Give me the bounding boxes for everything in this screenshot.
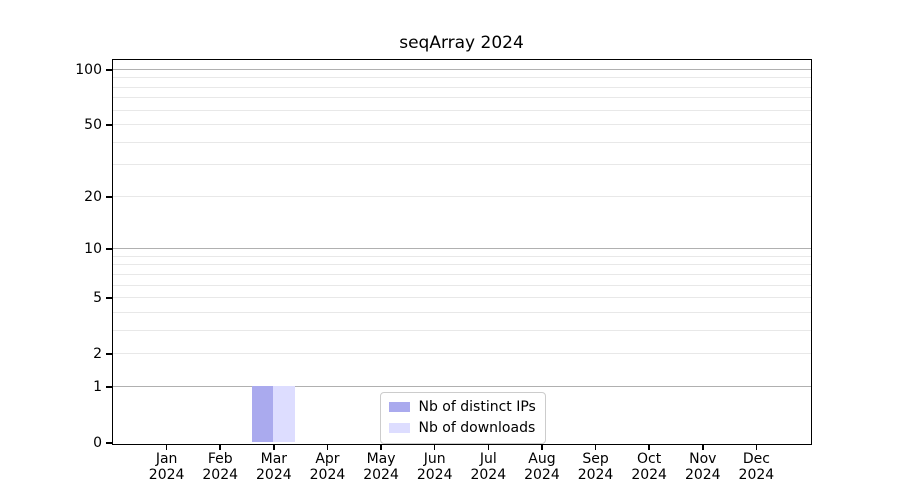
x-tick-mark <box>487 444 490 450</box>
minor-gridline <box>112 264 811 266</box>
y-tick-mark <box>106 69 112 71</box>
x-tick-label: Jan 2024 <box>137 451 197 483</box>
minor-gridline <box>112 77 811 79</box>
x-tick-month: Aug <box>528 451 556 467</box>
x-tick-mark <box>648 444 650 450</box>
x-tick-year: 2024 <box>470 467 507 483</box>
x-tick-year: 2024 <box>309 467 346 483</box>
legend-swatch-downloads <box>388 423 410 433</box>
x-tick-year: 2024 <box>631 467 667 483</box>
x-tick-label: Oct 2024 <box>619 451 679 483</box>
x-tick-mark <box>219 444 221 450</box>
minor-gridline <box>112 255 811 257</box>
minor-gridline <box>112 329 811 331</box>
minor-gridline <box>112 141 811 143</box>
x-tick-mark <box>326 444 329 450</box>
x-tick-month: Dec <box>742 451 770 467</box>
minor-gridline <box>112 195 811 197</box>
y-tick-mark <box>106 442 112 444</box>
x-tick-month: Sep <box>582 451 609 467</box>
x-tick-mark <box>541 444 543 450</box>
y-tick-mark <box>106 353 112 355</box>
y-tick-label: 1 <box>93 378 102 395</box>
y-tick-label: 5 <box>93 290 102 307</box>
x-tick-mark <box>594 444 597 450</box>
x-tick-year: 2024 <box>363 467 399 483</box>
minor-gridline <box>112 97 811 99</box>
legend: Nb of distinct IPs Nb of downloads <box>379 391 546 444</box>
x-tick-year: 2024 <box>256 467 292 483</box>
minor-gridline <box>112 311 811 313</box>
bar-distinct-ips <box>251 386 274 443</box>
minor-gridline <box>112 353 811 355</box>
x-tick-mark <box>273 444 275 450</box>
x-tick-mark <box>702 444 704 450</box>
x-tick-year: 2024 <box>416 467 453 483</box>
bar-downloads <box>273 386 295 443</box>
x-tick-label: Feb 2024 <box>190 451 250 483</box>
x-tick-label: Jul 2024 <box>458 451 518 483</box>
x-tick-month: Oct <box>637 451 662 467</box>
x-tick-month: Apr <box>315 451 340 467</box>
plot-area: Nb of distinct IPs Nb of downloads <box>111 58 812 445</box>
minor-gridline <box>112 124 811 126</box>
x-tick-label: Jun 2024 <box>405 451 465 483</box>
y-tick-label: 20 <box>84 188 102 205</box>
legend-label-distinct-ips: Nb of distinct IPs <box>418 399 536 415</box>
chart-title: seqArray 2024 <box>399 33 524 53</box>
x-tick-month: Jun <box>423 451 446 467</box>
x-tick-label: Apr 2024 <box>297 451 357 483</box>
legend-swatch-distinct-ips <box>388 402 410 412</box>
y-tick-mark <box>106 386 112 388</box>
x-tick-label: Mar 2024 <box>244 451 304 483</box>
x-tick-year: 2024 <box>202 467 239 483</box>
minor-gridline <box>112 86 811 88</box>
x-tick-month: Jul <box>479 451 497 467</box>
x-tick-year: 2024 <box>684 467 721 483</box>
major-gridline <box>112 68 811 70</box>
legend-item-distinct-ips: Nb of distinct IPs <box>388 398 536 417</box>
y-tick-mark <box>106 297 112 299</box>
y-tick-label: 50 <box>84 117 102 134</box>
x-tick-year: 2024 <box>148 467 185 483</box>
y-tick-label: 100 <box>75 61 102 78</box>
x-tick-month: Feb <box>207 451 233 467</box>
minor-gridline <box>112 273 811 275</box>
legend-label-downloads: Nb of downloads <box>418 420 536 436</box>
x-tick-year: 2024 <box>577 467 614 483</box>
x-tick-year: 2024 <box>738 467 775 483</box>
major-gridline <box>112 385 811 387</box>
minor-gridline <box>112 297 811 299</box>
x-tick-label: Nov 2024 <box>673 451 733 483</box>
x-tick-year: 2024 <box>524 467 560 483</box>
x-tick-label: Sep 2024 <box>566 451 626 483</box>
minor-gridline <box>112 164 811 166</box>
x-tick-mark <box>380 444 382 450</box>
y-tick-mark <box>106 124 112 126</box>
x-tick-label: Dec 2024 <box>726 451 786 483</box>
x-tick-month: Nov <box>689 451 717 467</box>
x-tick-mark <box>755 444 758 450</box>
y-tick-label: 2 <box>93 346 102 363</box>
y-tick-label: 0 <box>93 435 102 451</box>
x-tick-month: Mar <box>260 451 288 467</box>
x-tick-label: Aug 2024 <box>512 451 572 483</box>
major-gridline <box>112 248 811 250</box>
legend-item-downloads: Nb of downloads <box>388 419 536 438</box>
y-tick-label: 10 <box>84 241 102 258</box>
minor-gridline <box>112 284 811 286</box>
x-tick-mark <box>165 444 168 450</box>
x-tick-month: Jan <box>155 451 178 467</box>
x-tick-label: May 2024 <box>351 451 411 483</box>
minor-gridline <box>112 109 811 111</box>
x-tick-mark <box>433 444 436 450</box>
y-tick-mark <box>106 196 112 198</box>
y-tick-mark <box>106 248 112 250</box>
x-tick-month: May <box>366 451 396 467</box>
